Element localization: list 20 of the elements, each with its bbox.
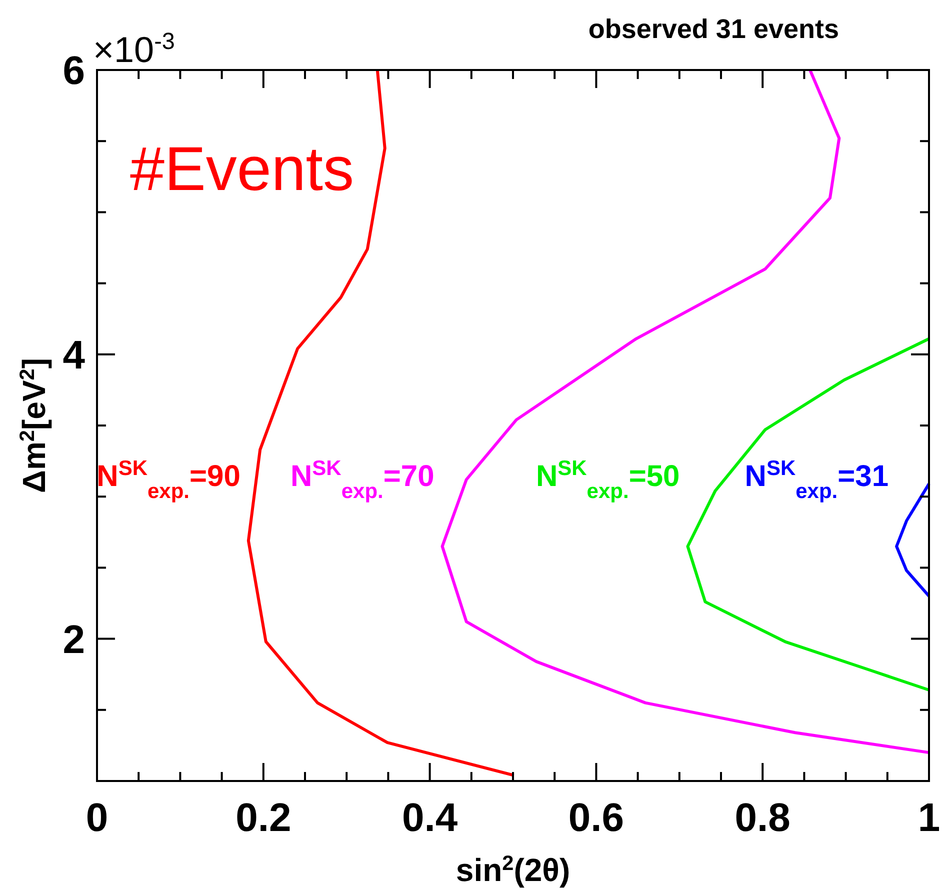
series-label: N$^{SK}$$_{exp.}$=31 <box>744 456 889 502</box>
chart-title: observed 31 events <box>588 14 839 44</box>
y-tick-label: 2 <box>62 618 85 662</box>
x-tick-label: 0.4 <box>402 796 458 840</box>
x-tick-label: 0.6 <box>568 796 624 840</box>
y-tick-label: 6 <box>62 49 85 93</box>
series-label: N$^{SK}$$_{exp.}$=90 <box>96 456 240 502</box>
x-tick-label: 0.8 <box>734 796 790 840</box>
x-tick-label: 1 <box>918 796 940 840</box>
x-axis-title: sin$^{2}$(2θ) <box>456 852 570 888</box>
series-label: N$^{SK}$$_{exp.}$=50 <box>536 456 680 502</box>
line-series <box>440 68 930 754</box>
x-tick-label: 0.2 <box>236 796 292 840</box>
series-label: N$^{SK}$$_{exp.}$=70 <box>290 456 434 502</box>
annotation: #Events <box>130 135 354 204</box>
x-tick-label: 0 <box>86 796 108 840</box>
line-series <box>895 482 930 598</box>
annotation: ×10$^{-3}$ <box>93 28 175 70</box>
y-tick-label: 4 <box>62 333 86 378</box>
line-series <box>686 337 930 692</box>
